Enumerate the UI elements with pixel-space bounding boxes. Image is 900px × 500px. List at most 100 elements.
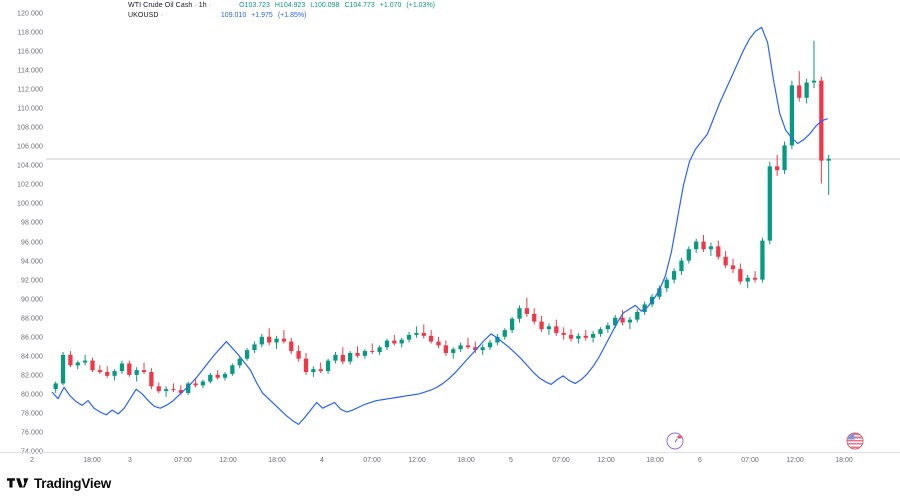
candlestick [119,360,125,374]
candlestick [517,305,522,323]
legend-change: +1.070 [379,2,402,10]
candle-body [495,336,500,343]
price-axis-label: 102.000 [16,181,43,189]
price-axis-label: 88.000 [20,315,43,323]
time-axis[interactable]: 2 18:00 3 07:00 12:00 18:00 4 07:00 12:00 18:00 5 0… [0,452,900,471]
time-axis-label: 18:00 [457,457,475,464]
price-axis-label: 120.000 [16,10,43,18]
candlestick [230,363,235,376]
candle-body [230,365,235,374]
candle-body [583,335,588,338]
candle-body [267,336,272,343]
candle-body [414,332,419,335]
candlestick [671,268,677,284]
time-axis-label: 3 [128,457,132,464]
candlestick [370,343,375,354]
clock-hand [674,437,678,443]
candlestick [333,352,338,364]
candle-body [141,370,147,373]
price-axis-label: 116.000 [17,48,43,56]
time-axis-label: 4 [320,457,324,464]
candlestick [443,340,449,356]
candle-body [789,85,795,146]
us-flag-event-icon[interactable] [846,432,864,450]
time-axis-label: 07:00 [741,457,759,464]
candlestick [694,238,699,253]
candlestick [826,154,831,195]
candle-body [127,363,132,375]
candle-body [716,246,721,257]
candle-body [605,325,610,330]
candle-body [797,85,802,98]
candle-body [767,166,772,241]
price-axis-label: 82.000 [20,372,43,380]
candle-body [149,372,154,387]
legend-overlay-symbol[interactable]: UKOUSD [128,12,159,20]
candle-body [281,338,287,342]
candlestick [495,333,500,346]
candlestick [53,381,58,393]
candlestick [701,234,706,253]
candlestick [384,338,390,351]
candle-body [259,336,264,345]
chart-plot-area[interactable] [46,14,900,452]
candle-body [509,318,515,331]
legend-high: H104.923 [274,2,306,10]
candle-body [325,360,331,372]
candlestick [289,337,294,354]
legend-symbol[interactable]: WTI Crude Oil Cash [128,2,193,10]
candlestick [465,337,471,350]
candle-body [186,383,191,393]
candlestick [105,366,110,378]
time-axis-label: 07:00 [363,457,381,464]
candlestick [561,327,566,340]
candle-body [333,354,338,361]
candlestick [222,372,228,381]
candle-body [222,373,228,378]
candlestick [679,257,684,275]
price-axis[interactable]: 120.000 118.000 116.000 114.000 112.000 110.0… [0,0,46,456]
candle-body [244,350,250,359]
legend-separator-3: · [160,12,163,20]
candlestick [767,161,772,245]
candlestick [583,330,588,341]
candlestick [68,351,73,368]
candlestick [627,316,633,330]
candlestick [590,331,596,343]
candlestick [605,322,610,333]
candlestick [723,251,728,269]
candle-body [399,339,404,344]
candle-body [576,335,581,339]
candlestick [377,345,382,355]
candlestick [237,356,242,369]
flag-canton [847,433,855,440]
candle-body [480,347,485,351]
candlestick [797,71,802,102]
price-axis-label: 118.000 [17,29,43,37]
time-axis-label: 12:00 [597,457,615,464]
candle-body [539,321,544,330]
candle-body [429,335,434,342]
candlestick [200,379,206,389]
price-axis-label: 76.000 [20,429,43,437]
legend-separator-1: · [194,2,197,10]
candlestick [75,360,80,370]
candle-body [811,80,817,83]
economic-event-clock-icon[interactable] [666,432,684,450]
candlestick [274,335,279,350]
legend-interval[interactable]: 1h [198,2,207,10]
price-axis-label: 96.000 [20,239,43,247]
candle-body [392,340,397,344]
candlestick [664,276,669,293]
candlestick [259,333,264,348]
price-axis-label: 98.000 [20,219,43,227]
candle-body [664,279,669,289]
candle-body [97,370,102,373]
candle-body [502,330,507,337]
legend-overlay-values: 109.010 +1.975 (+1.85%) [221,11,307,21]
candlestick [775,154,780,176]
candle-body [826,158,831,161]
candlestick [524,297,529,317]
legend-close: C104.773 [344,2,375,10]
candle-body [686,249,691,261]
